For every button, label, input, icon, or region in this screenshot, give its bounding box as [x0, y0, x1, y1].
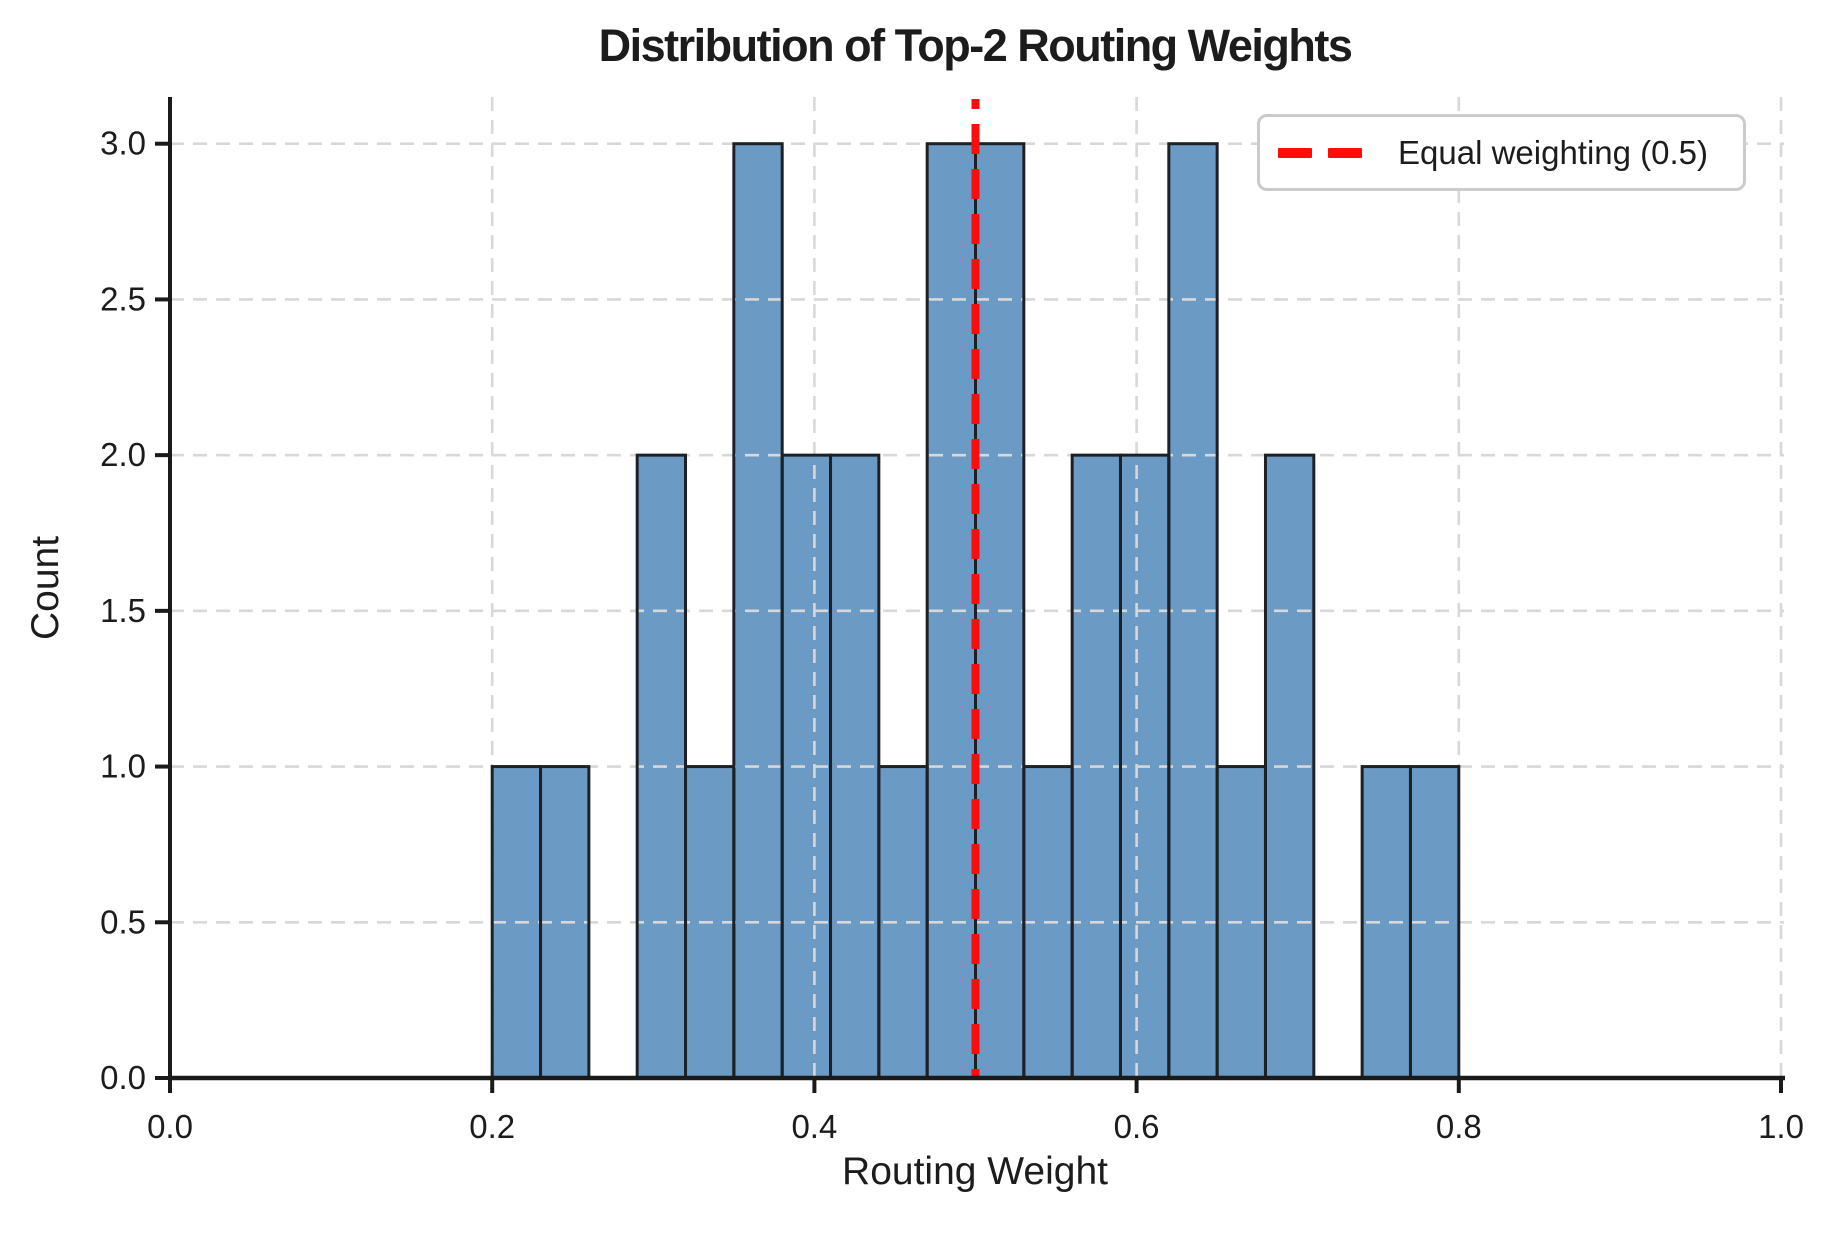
y-tick-label: 0.0	[100, 1059, 146, 1096]
y-tick-label: 2.5	[100, 280, 146, 317]
x-axis-label: Routing Weight	[842, 1150, 1108, 1193]
x-tick-label: 1.0	[1758, 1108, 1804, 1145]
chart-title: Distribution of Top-2 Routing Weights	[598, 20, 1353, 71]
legend-dashed-line-sample	[1278, 147, 1362, 158]
x-tick-label: 0.0	[147, 1108, 193, 1145]
x-tick-label: 0.4	[791, 1108, 837, 1145]
y-tick-label: 1.5	[100, 592, 146, 629]
x-tick-label: 0.6	[1114, 1108, 1160, 1145]
x-tick-label: 0.2	[469, 1108, 515, 1145]
y-tick-label: 0.5	[100, 903, 146, 940]
legend-label: Equal weighting (0.5)	[1398, 133, 1709, 171]
x-tick-label: 0.8	[1436, 1108, 1482, 1145]
legend: Equal weighting (0.5)	[1257, 114, 1746, 191]
y-tick-label: 2.0	[100, 436, 146, 473]
y-tick-label: 1.0	[100, 748, 146, 785]
y-axis-label: Count	[24, 535, 67, 641]
y-tick-label: 3.0	[100, 125, 146, 162]
